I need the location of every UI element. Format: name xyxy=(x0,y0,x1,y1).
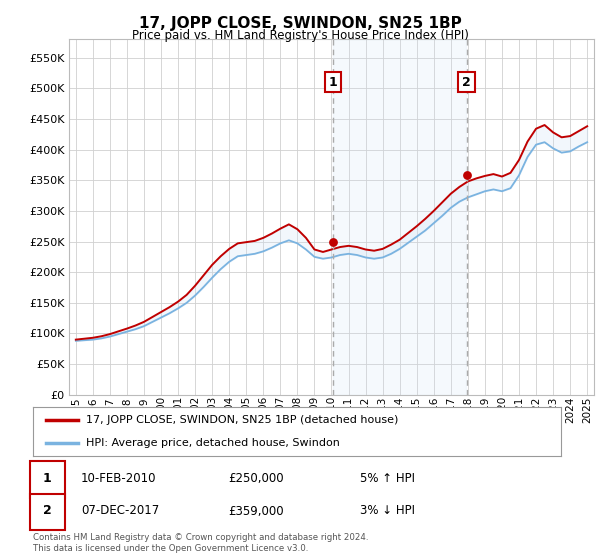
Text: 10-FEB-2010: 10-FEB-2010 xyxy=(81,472,157,485)
Text: 3% ↓ HPI: 3% ↓ HPI xyxy=(360,505,415,517)
Text: 17, JOPP CLOSE, SWINDON, SN25 1BP (detached house): 17, JOPP CLOSE, SWINDON, SN25 1BP (detac… xyxy=(86,416,398,426)
Text: 07-DEC-2017: 07-DEC-2017 xyxy=(81,505,159,517)
Point xyxy=(328,237,338,246)
Text: Contains HM Land Registry data © Crown copyright and database right 2024.
This d: Contains HM Land Registry data © Crown c… xyxy=(33,533,368,553)
Text: 17, JOPP CLOSE, SWINDON, SN25 1BP: 17, JOPP CLOSE, SWINDON, SN25 1BP xyxy=(139,16,461,31)
Text: £250,000: £250,000 xyxy=(228,472,284,485)
Text: 1: 1 xyxy=(329,76,338,88)
Text: 2: 2 xyxy=(462,76,471,88)
Text: Price paid vs. HM Land Registry's House Price Index (HPI): Price paid vs. HM Land Registry's House … xyxy=(131,29,469,42)
Text: HPI: Average price, detached house, Swindon: HPI: Average price, detached house, Swin… xyxy=(86,438,340,448)
Text: 1: 1 xyxy=(43,472,52,485)
Text: 5% ↑ HPI: 5% ↑ HPI xyxy=(360,472,415,485)
Text: £359,000: £359,000 xyxy=(228,505,284,517)
Text: 2: 2 xyxy=(43,505,52,517)
Point xyxy=(462,170,472,179)
Bar xyxy=(333,39,466,395)
